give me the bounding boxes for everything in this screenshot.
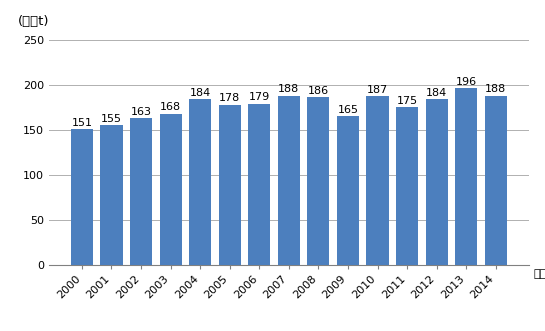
Text: 165: 165 (337, 105, 359, 115)
Text: 188: 188 (485, 84, 506, 94)
Bar (337, 116, 359, 265)
Bar (130, 118, 152, 265)
Text: 179: 179 (249, 92, 270, 102)
Bar (485, 96, 507, 265)
Text: 187: 187 (367, 85, 388, 95)
Bar (248, 104, 270, 265)
Bar (71, 129, 93, 265)
Text: 163: 163 (131, 107, 152, 117)
Text: (百万t): (百万t) (18, 16, 50, 28)
Bar (366, 96, 389, 265)
Bar (189, 99, 211, 265)
Text: （年度）: （年度） (534, 269, 545, 279)
Text: 178: 178 (219, 93, 240, 103)
Text: 168: 168 (160, 102, 181, 112)
Bar (100, 125, 123, 265)
Text: 184: 184 (426, 88, 447, 98)
Bar (307, 97, 330, 265)
Bar (426, 99, 448, 265)
Text: 188: 188 (278, 84, 299, 94)
Text: 151: 151 (71, 118, 93, 127)
Bar (455, 88, 477, 265)
Text: 155: 155 (101, 114, 122, 124)
Bar (219, 105, 241, 265)
Text: 184: 184 (190, 88, 211, 98)
Bar (396, 107, 418, 265)
Text: 186: 186 (308, 86, 329, 96)
Bar (278, 96, 300, 265)
Bar (160, 114, 181, 265)
Text: 175: 175 (397, 96, 417, 106)
Text: 196: 196 (456, 77, 477, 87)
